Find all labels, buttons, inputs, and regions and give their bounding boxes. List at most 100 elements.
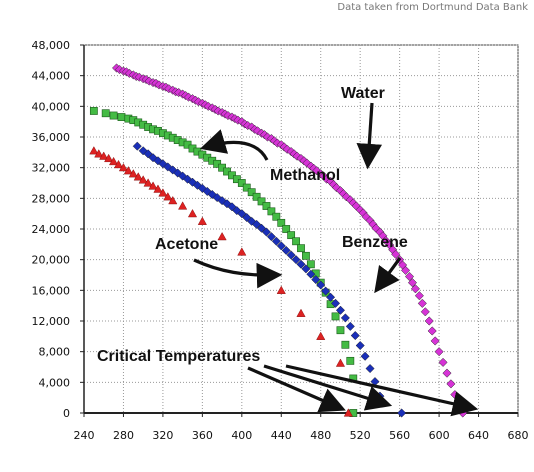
- methanol-point: [302, 251, 310, 260]
- benzene-point: [158, 159, 168, 169]
- benzene-point: [252, 219, 262, 229]
- benzene-point: [321, 286, 331, 296]
- methanol-point: [257, 197, 266, 206]
- water-point: [446, 379, 456, 389]
- y-tick-label: 28,000: [32, 192, 71, 205]
- benzene-point: [286, 250, 296, 260]
- acetone-point: [109, 156, 119, 166]
- acetone-point: [178, 201, 188, 210]
- methanol-point: [306, 260, 315, 269]
- benzene-point: [227, 202, 237, 212]
- acetone-point: [148, 181, 158, 190]
- benzene-point: [350, 331, 360, 341]
- acetone-point: [99, 151, 109, 160]
- acetone-point: [138, 175, 148, 184]
- acetone-arrow: [193, 258, 283, 289]
- water-point: [430, 336, 440, 346]
- benzene-point: [291, 255, 301, 265]
- water-arrow: [356, 102, 383, 170]
- x-tick-label: 280: [113, 429, 134, 442]
- methanol-point: [247, 188, 256, 197]
- annotation-critical-temperatures: Critical Temperatures: [97, 348, 260, 365]
- methanol-point: [331, 312, 340, 321]
- benzene-point: [365, 363, 375, 374]
- acetone-point: [343, 408, 353, 417]
- benzene-point: [261, 227, 272, 237]
- benzene-point: [163, 162, 173, 172]
- water-point: [391, 249, 401, 259]
- annotation-water: Water: [341, 85, 385, 102]
- benzene-point: [187, 177, 198, 187]
- series-acetone: [89, 146, 353, 417]
- methanol-point: [252, 192, 261, 201]
- water-point: [414, 291, 424, 301]
- acetone-point: [104, 153, 114, 163]
- water-point: [442, 368, 452, 378]
- benzene-point: [256, 223, 267, 233]
- benzene-point: [271, 236, 281, 246]
- critical-arrow-methanol: [247, 366, 346, 413]
- y-tick-label: 0: [63, 407, 70, 420]
- water-point: [417, 298, 427, 308]
- y-tick-label: 4,000: [39, 376, 71, 389]
- x-tick-label: 480: [310, 429, 331, 442]
- methanol-point: [89, 107, 98, 115]
- benzene-point: [281, 245, 291, 256]
- water-point: [427, 326, 437, 336]
- benzene-arrow: [374, 257, 402, 294]
- methanol-point: [242, 183, 251, 192]
- acetone-point: [163, 192, 173, 201]
- critical-arrow-water: [285, 364, 479, 417]
- acetone-point: [237, 247, 247, 256]
- annotation-methanol: Methanol: [270, 167, 340, 184]
- x-tick-label: 360: [192, 429, 213, 442]
- acetone-point: [113, 159, 124, 169]
- acetone-point: [118, 163, 128, 172]
- x-tick-label: 400: [231, 429, 252, 442]
- x-tick-label: 240: [74, 429, 95, 442]
- benzene-point: [301, 264, 311, 274]
- acetone-point: [128, 169, 138, 178]
- acetone-point: [143, 178, 153, 187]
- benzene-point: [316, 280, 326, 290]
- x-tick-label: 680: [508, 429, 529, 442]
- benzene-point: [345, 321, 355, 331]
- annotation-acetone: Acetone: [155, 236, 218, 253]
- axis-layer: 240 280 320 360 400 440 480 520 560 600 640 680 0 4,0…: [32, 39, 529, 442]
- benzene-point: [276, 241, 286, 251]
- y-tick-label: 24,000: [32, 223, 71, 236]
- benzene-point: [335, 305, 346, 315]
- x-tick-label: 600: [429, 429, 450, 442]
- benzene-point: [296, 259, 306, 269]
- acetone-point: [153, 184, 163, 193]
- water-point: [407, 278, 418, 288]
- acetone-point: [133, 172, 143, 181]
- x-tick-label: 440: [271, 429, 292, 442]
- x-tick-label: 640: [468, 429, 489, 442]
- series-water: [111, 63, 468, 418]
- methanol-point: [109, 111, 118, 120]
- water-point: [438, 357, 448, 367]
- methanol-point: [277, 218, 286, 227]
- acetone-point: [296, 308, 306, 317]
- x-tick-label: 560: [389, 429, 410, 442]
- y-tick-label: 8,000: [39, 346, 71, 359]
- water-point: [410, 284, 420, 294]
- methanol-point: [336, 326, 345, 335]
- methanol-arrow: [199, 129, 269, 161]
- methanol-point: [341, 340, 350, 349]
- x-tick-label: 320: [152, 429, 173, 442]
- acetone-point: [187, 209, 198, 218]
- acetone-point: [123, 166, 133, 175]
- y-tick-label: 36,000: [32, 131, 71, 144]
- methanol-point: [262, 202, 271, 210]
- y-tick-label: 20,000: [32, 254, 71, 267]
- methanol-point: [272, 212, 281, 221]
- methanol-point: [117, 113, 126, 121]
- methanol-point: [237, 179, 246, 187]
- acetone-point: [217, 232, 227, 241]
- methanol-point: [292, 237, 300, 246]
- y-tick-label: 44,000: [32, 70, 71, 83]
